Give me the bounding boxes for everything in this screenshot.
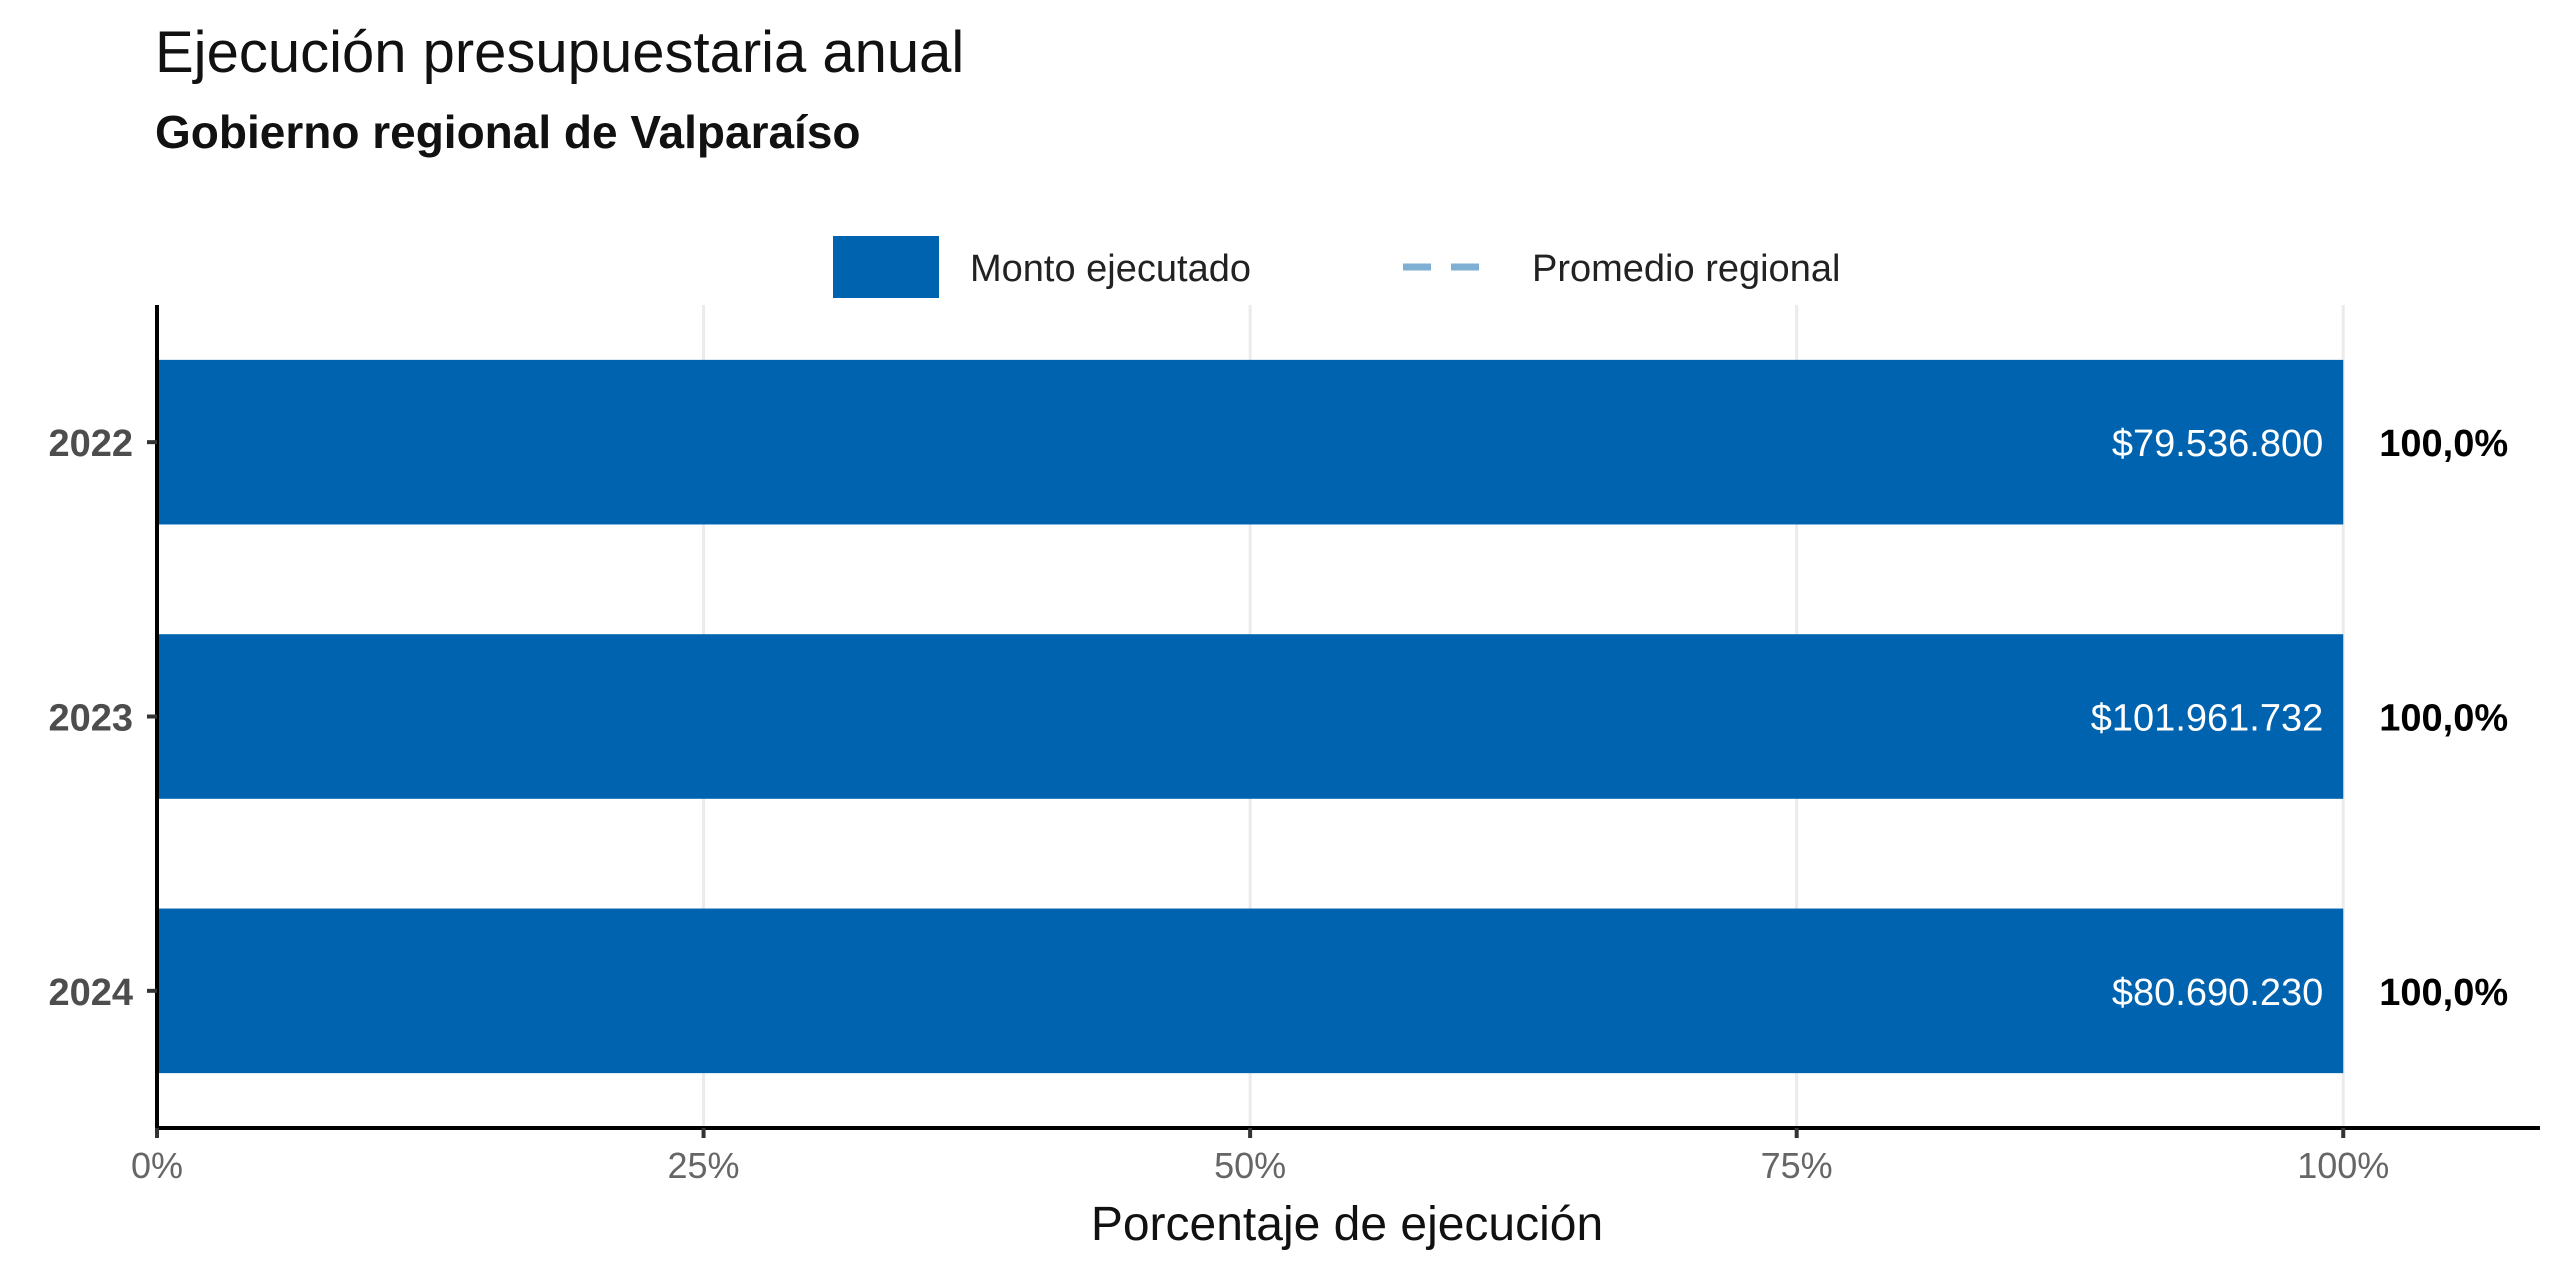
bar-percent-label-2023: 100,0% (2379, 698, 2508, 740)
y-axis: 2022 2023 2024 (48, 305, 159, 1130)
legend-swatch-bar (833, 236, 939, 298)
bar-amount-label-2024: $80.690.230 (2112, 972, 2323, 1014)
bar-2023 (157, 634, 2344, 799)
legend-label-line: Promedio regional (1532, 248, 1840, 290)
chart-subtitle: Gobierno regional de Valparaíso (155, 106, 861, 158)
bars: $79.536.800 100,0% $101.961.732 100,0% $80.6… (157, 359, 2508, 1074)
legend: Monto ejecutado Promedio regional (833, 236, 1840, 298)
legend-label-bar: Monto ejecutado (970, 248, 1251, 290)
x-tick-label-4: 100% (2297, 1145, 2389, 1186)
y-tick-label-2023: 2023 (48, 698, 133, 740)
x-tick-label-2: 50% (1214, 1145, 1286, 1186)
y-tick-label-2024: 2024 (48, 972, 133, 1014)
bar-2022 (157, 359, 2344, 525)
bar-2024 (157, 908, 2344, 1074)
bar-percent-label-2024: 100,0% (2379, 972, 2508, 1014)
bar-percent-label-2022: 100,0% (2379, 423, 2508, 465)
x-tick-label-0: 0% (131, 1145, 183, 1186)
chart-title: Ejecución presupuestaria anual (155, 20, 964, 85)
x-axis: 0% 25% 50% 75% 100% (131, 1126, 2540, 1186)
x-axis-title: Porcentaje de ejecución (1091, 1198, 1603, 1251)
x-tick-label-3: 75% (1761, 1145, 1833, 1186)
x-tick-label-1: 25% (668, 1145, 740, 1186)
bar-amount-label-2022: $79.536.800 (2112, 423, 2323, 465)
y-tick-label-2022: 2022 (48, 423, 133, 465)
bar-amount-label-2023: $101.961.732 (2091, 698, 2323, 740)
